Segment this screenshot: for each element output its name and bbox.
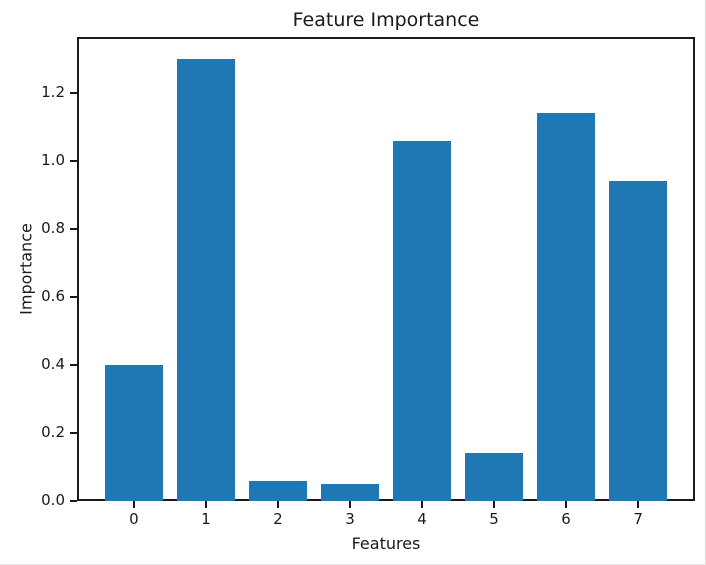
y-tick — [70, 160, 77, 163]
y-tick — [70, 296, 77, 299]
x-tick — [637, 501, 640, 508]
left-spine — [77, 37, 79, 501]
y-tick — [70, 92, 77, 95]
x-tick — [276, 501, 279, 508]
y-tick — [70, 500, 77, 502]
bar-feature-4 — [393, 140, 451, 501]
y-tick — [70, 364, 77, 367]
y-tick-label: 0.8 — [41, 219, 65, 238]
x-tick-label: 3 — [345, 510, 355, 528]
y-tick-label: 1.0 — [41, 151, 65, 170]
x-tick-label: 5 — [489, 510, 499, 528]
x-tick-label: 2 — [273, 510, 283, 528]
y-tick — [70, 432, 77, 434]
bar-feature-1 — [177, 59, 235, 501]
bar-feature-7 — [609, 181, 667, 501]
bar-feature-6 — [537, 113, 595, 501]
y-tick — [70, 228, 77, 231]
x-tick — [565, 501, 568, 508]
x-tick — [421, 501, 423, 508]
x-tick — [348, 501, 351, 508]
bottom-spine — [77, 499, 695, 501]
bar-feature-3 — [321, 484, 379, 501]
x-tick — [493, 501, 496, 508]
x-tick-label: 7 — [633, 510, 643, 528]
y-tick-label: 0.6 — [41, 287, 65, 306]
x-tick — [204, 501, 207, 508]
y-tick-label: 0.2 — [41, 423, 65, 441]
x-tick-label: 6 — [561, 510, 571, 528]
right-spine — [693, 37, 695, 501]
bar-feature-5 — [465, 453, 523, 501]
x-tick-label: 0 — [129, 510, 139, 528]
y-tick-label: 0.4 — [41, 355, 65, 374]
x-tick-label: 1 — [201, 510, 211, 528]
bar-feature-2 — [249, 480, 307, 501]
y-tick-label: 0.0 — [41, 491, 65, 509]
x-tick — [132, 501, 135, 508]
chart-title: Feature Importance — [292, 9, 480, 31]
x-tick-label: 4 — [417, 510, 427, 528]
plot-area: 0 1 2 3 4 5 6 7 0.0 0.2 0.4 0.6 0.8 1.0 1.2 — [41, 37, 695, 528]
top-spine — [77, 37, 695, 39]
bar-feature-0 — [105, 365, 163, 501]
y-tick-label: 1.2 — [41, 83, 65, 102]
x-axis-label: Features — [351, 534, 421, 553]
